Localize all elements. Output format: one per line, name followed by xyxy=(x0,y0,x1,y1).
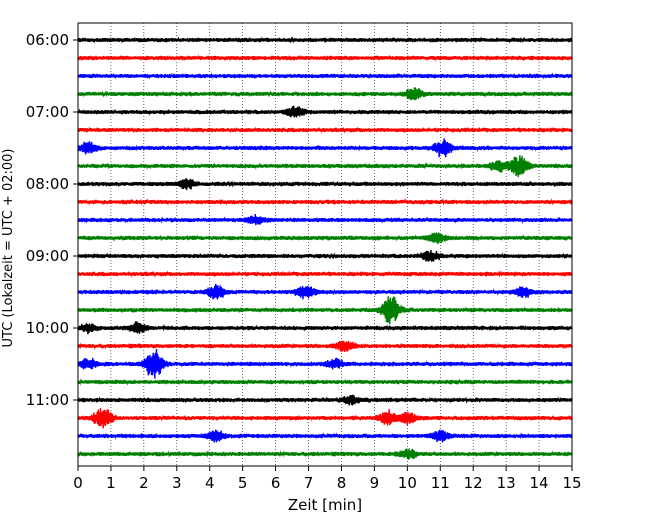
x-tick-label-0: 0 xyxy=(73,474,83,492)
x-tick-label-10: 10 xyxy=(398,474,417,492)
trace-11:00 xyxy=(77,394,573,406)
x-tick-label-4: 4 xyxy=(205,474,215,492)
trace-08:00 xyxy=(77,178,573,191)
y-tick-label-06:00: 06:00 xyxy=(26,31,69,49)
x-tick-label-1: 1 xyxy=(106,474,116,492)
y-axis-ticks: 06:00 07:00 08:00 09:00 10:00 11:00 xyxy=(26,31,78,409)
trace-10:45 xyxy=(77,378,573,386)
trace-07:00 xyxy=(77,105,573,118)
y-tick-label-11:00: 11:00 xyxy=(26,391,69,409)
x-axis-label: Zeit [min] xyxy=(288,496,362,514)
trace-10:30 xyxy=(77,348,573,379)
y-tick-label-08:00: 08:00 xyxy=(26,175,69,193)
trace-10:15 xyxy=(77,340,573,352)
trace-06:45 xyxy=(77,87,573,101)
trace-11:45 xyxy=(77,448,573,460)
y-tick-label-07:00: 07:00 xyxy=(26,103,69,121)
seismic-traces xyxy=(77,36,573,460)
trace-08:30 xyxy=(77,213,573,226)
x-tick-label-8: 8 xyxy=(337,474,347,492)
trace-06:15 xyxy=(77,54,573,62)
trace-07:45 xyxy=(77,155,573,178)
x-tick-label-3: 3 xyxy=(172,474,182,492)
x-tick-label-2: 2 xyxy=(139,474,149,492)
trace-08:45 xyxy=(77,232,573,245)
x-axis-ticks: 0 1 2 3 4 5 6 7 8 9 10 11 12 13 14 15 xyxy=(73,466,582,492)
vertical-gridlines xyxy=(110,23,540,466)
y-tick-label-09:00: 09:00 xyxy=(26,247,69,265)
trace-11:30 xyxy=(77,429,573,443)
trace-09:15 xyxy=(77,270,573,278)
trace-07:15 xyxy=(77,126,573,134)
x-tick-label-14: 14 xyxy=(530,474,549,492)
x-tick-label-9: 9 xyxy=(370,474,380,492)
trace-10:00 xyxy=(77,321,573,335)
x-tick-label-12: 12 xyxy=(464,474,483,492)
x-tick-label-13: 13 xyxy=(497,474,516,492)
trace-07:30 xyxy=(77,138,573,158)
trace-06:30 xyxy=(77,72,573,80)
trace-11:15 xyxy=(77,408,573,429)
plot-frame xyxy=(77,22,573,467)
y-tick-label-10:00: 10:00 xyxy=(26,319,69,337)
x-tick-label-11: 11 xyxy=(431,474,450,492)
trace-08:15 xyxy=(77,198,573,206)
trace-06:00 xyxy=(77,36,573,44)
trace-09:30 xyxy=(77,283,573,300)
y-axis-label: UTC (Lokalzeit = UTC + 02:00) xyxy=(1,149,16,348)
x-tick-label-7: 7 xyxy=(304,474,314,492)
x-tick-label-5: 5 xyxy=(238,474,248,492)
x-tick-label-15: 15 xyxy=(562,474,581,492)
trace-09:00 xyxy=(77,250,573,262)
x-tick-label-6: 6 xyxy=(271,474,281,492)
trace-09:45 xyxy=(77,296,573,325)
